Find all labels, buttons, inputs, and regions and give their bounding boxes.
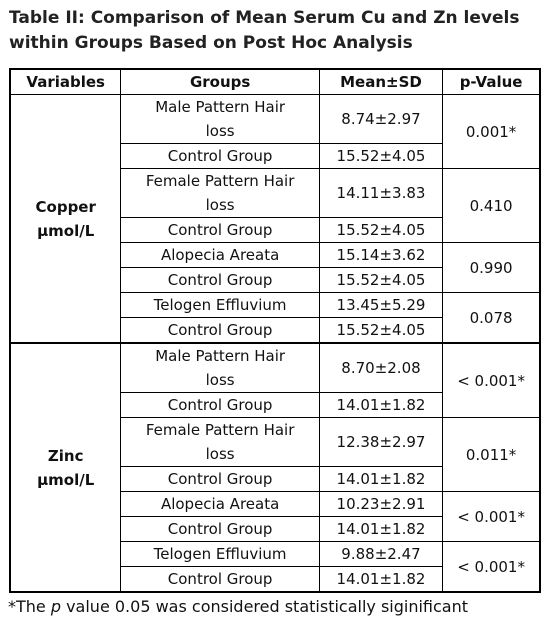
table-row: Copper µmol/L Male Pattern Hair loss 8.74±2.… [9,94,541,344]
table-row: Control Group 14.01±1.82 [10,516,540,542]
table-title: Table II: Comparison of Mean Serum Cu an… [9,6,519,56]
text-line: Alopecia Areata [160,495,280,513]
mean-cell: 14.01±1.82 [318,566,444,593]
mean-cell: 15.52±4.05 [318,217,444,243]
table-row: Female Pattern Hair loss 12.38±2.97 0.011* [10,417,541,492]
mean-cell: 15.52±4.05 [318,143,444,169]
p-value-cell: 0.011* [442,417,541,492]
footnote: *The p value 0.05 was considered statist… [8,597,468,616]
mean-cell: 14.11±3.83 [318,168,444,218]
mean-cell: 15.14±3.62 [318,242,444,268]
variable-cell: Zinc µmol/L [9,342,122,593]
text-line: Control Group [167,396,273,414]
table-row: Telogen Effluvium 9.88±2.47 < 0.001* [10,541,541,593]
group-cell: Male Pattern Hair loss [120,94,320,144]
mean-cell: 13.45±5.29 [318,292,444,318]
group-cell: Female Pattern Hair loss [120,168,320,218]
group-cell: Control Group [120,566,320,593]
p-value-cell: < 0.001* [442,491,541,542]
group-cell: Male Pattern Hair loss [120,342,320,393]
footnote-text: value 0.05 was considered statistically … [61,597,469,616]
text-line: Copper [35,197,96,216]
group-cell: Telogen Effluvium [120,292,320,318]
text-line: Male Pattern Hair [155,98,286,116]
mean-cell: 10.23±2.91 [318,491,444,517]
p-value-cell: < 0.001* [442,342,541,418]
column-header: Variables [9,68,122,95]
text-line: Control Group [167,470,273,488]
text-line: Zinc [47,446,84,465]
group-cell: Control Group [120,217,320,243]
text-line: Female Pattern Hair [145,172,295,190]
mean-cell: 8.74±2.97 [318,94,444,144]
table-row: Control Group 15.52±4.05 [10,267,540,293]
table-row: Female Pattern Hair loss 14.11±3.83 0.410 [10,168,541,243]
text-line: Control Group [167,570,273,588]
p-value-cell: 0.078 [442,292,541,344]
variable-cell: Copper µmol/L [9,94,122,344]
text-line: Control Group [167,321,273,339]
table-row: Alopecia Areata 10.23±2.91 < 0.001* [10,491,541,542]
column-header: Mean±SD [318,68,444,95]
group-cell: Control Group [120,466,320,492]
text-line: within Groups Based on Post Hoc Analysis [9,33,413,53]
footnote-text: p [50,597,61,616]
p-value-cell: 0.410 [442,168,541,243]
table-row: Control Group 15.52±4.05 [10,143,540,169]
group-cell: Female Pattern Hair loss [120,417,320,467]
text-line: Telogen Effluvium [153,545,287,563]
p-value-cell: 0.001* [442,94,541,169]
text-line: µmol/L [37,221,95,240]
mean-cell: 15.52±4.05 [318,267,444,293]
group-cell: Alopecia Areata [120,491,320,517]
group-cell: Control Group [120,267,320,293]
table-row: Control Group 14.01±1.82 [10,566,540,593]
mean-cell: 14.01±1.82 [318,516,444,542]
text-line: Telogen Effluvium [153,296,287,314]
text-line: loss [205,371,235,389]
column-header: Groups [120,68,320,95]
p-value-cell: 0.990 [442,242,541,293]
text-line: loss [205,445,235,463]
text-line: Female Pattern Hair [145,421,295,439]
mean-cell: 15.52±4.05 [318,317,444,344]
group-cell: Alopecia Areata [120,242,320,268]
group-cell: Telogen Effluvium [120,541,320,567]
mean-cell: 14.01±1.82 [318,466,444,492]
text-line: Alopecia Areata [160,246,280,264]
text-line: loss [205,122,235,140]
mean-cell: 12.38±2.97 [318,417,444,467]
text-line: Control Group [167,147,273,165]
group-cell: Control Group [120,516,320,542]
text-line: Table II: Comparison of Mean Serum Cu an… [9,8,520,28]
text-line: Control Group [167,221,273,239]
p-value-cell: < 0.001* [442,541,541,593]
text-line: Male Pattern Hair [155,347,286,365]
table-row: Zinc µmol/L Male Pattern Hair loss 8.70±2.08… [9,342,541,593]
header-row: Variables Groups Mean±SD p-Value [9,68,541,95]
group-cell: Control Group [120,392,320,418]
group-cell: Control Group [120,143,320,169]
table-row: Telogen Effluvium 13.45±5.29 0.078 [10,292,541,344]
text-line: µmol/L [37,470,95,489]
text-line: Control Group [167,271,273,289]
text-line: loss [205,196,235,214]
table-row: Control Group 15.52±4.05 [10,217,540,243]
mean-cell: 8.70±2.08 [318,342,444,393]
text-line: Control Group [167,520,273,538]
footnote-text: *The [8,597,51,616]
mean-cell: 14.01±1.82 [318,392,444,418]
group-cell: Control Group [120,317,320,344]
mean-cell: 9.88±2.47 [318,541,444,567]
column-header: p-Value [442,68,541,95]
table-row: Control Group 15.52±4.05 [10,317,540,344]
data-table: Variables Groups Mean±SD p-Value Copper µmol… [9,68,541,593]
